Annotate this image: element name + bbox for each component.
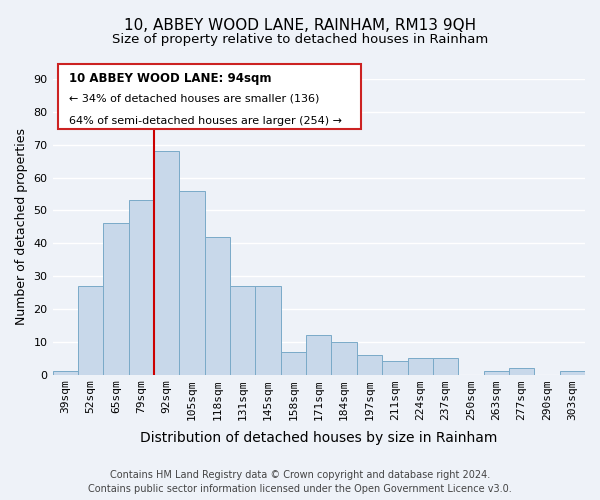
X-axis label: Distribution of detached houses by size in Rainham: Distribution of detached houses by size … [140, 431, 497, 445]
Bar [256, 286, 281, 374]
Text: Size of property relative to detached houses in Rainham: Size of property relative to detached ho… [112, 32, 488, 46]
Text: ← 34% of detached houses are smaller (136): ← 34% of detached houses are smaller (13… [68, 94, 319, 104]
Bar [103, 224, 128, 374]
Text: 64% of semi-detached houses are larger (254) →: 64% of semi-detached houses are larger (… [68, 116, 341, 126]
FancyBboxPatch shape [58, 64, 361, 129]
Bar [484, 371, 509, 374]
Text: 10, ABBEY WOOD LANE, RAINHAM, RM13 9QH: 10, ABBEY WOOD LANE, RAINHAM, RM13 9QH [124, 18, 476, 32]
Bar [331, 342, 357, 374]
Bar [53, 371, 78, 374]
Bar [154, 151, 179, 374]
Bar [306, 335, 331, 374]
Bar [407, 358, 433, 374]
Bar [433, 358, 458, 374]
Bar [205, 236, 230, 374]
Bar [78, 286, 103, 374]
Bar [509, 368, 534, 374]
Y-axis label: Number of detached properties: Number of detached properties [15, 128, 28, 326]
Bar [560, 371, 585, 374]
Bar [357, 355, 382, 374]
Text: 10 ABBEY WOOD LANE: 94sqm: 10 ABBEY WOOD LANE: 94sqm [68, 72, 271, 85]
Bar [281, 352, 306, 374]
Text: Contains HM Land Registry data © Crown copyright and database right 2024.
Contai: Contains HM Land Registry data © Crown c… [88, 470, 512, 494]
Bar [128, 200, 154, 374]
Bar [382, 362, 407, 374]
Bar [230, 286, 256, 374]
Bar [179, 190, 205, 374]
